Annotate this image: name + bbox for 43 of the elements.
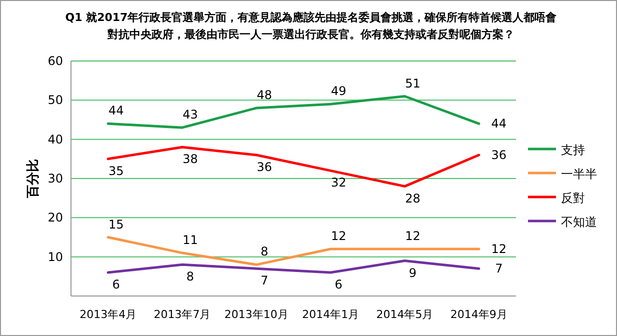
y-tick-label: 30 (48, 172, 63, 186)
y-tick-label: 60 (48, 54, 63, 68)
data-label: 9 (408, 266, 417, 280)
data-label: 36 (256, 160, 272, 174)
data-label: 6 (112, 278, 120, 292)
x-tick-label: 2014年5月 (376, 308, 434, 321)
x-tick-label: 2013年4月 (80, 308, 137, 321)
y-tick-label: 20 (48, 210, 63, 225)
chart-title: Q1 就2017年行政長官選舉方面，有意見認為應該先由提名委員會挑選，確保所有特首候選人都唔會對抗中央政府，最後由市民一人一票選出行政長官。你有幾支持或者反對呢個方案？ (64, 10, 558, 43)
y-tick-label: 10 (48, 250, 63, 264)
y-tick-label: 50 (48, 93, 63, 108)
y-axis-title: 百分比 (26, 159, 41, 199)
legend-label: 一半半 (561, 167, 597, 181)
data-label: 44 (108, 104, 124, 118)
x-tick-label: 2013年7月 (154, 308, 211, 321)
data-label: 44 (491, 116, 507, 131)
data-label: 36 (491, 148, 507, 162)
data-label: 12 (491, 242, 507, 256)
data-label: 51 (405, 76, 420, 90)
legend-label: 不知道 (561, 215, 597, 229)
legend-label: 支持 (561, 143, 585, 157)
data-label: 48 (256, 88, 272, 102)
data-label: 35 (108, 164, 124, 178)
legend-label: 反對 (561, 191, 585, 205)
data-label: 8 (260, 244, 268, 259)
data-label: 6 (334, 278, 342, 292)
data-label: 49 (330, 84, 346, 98)
data-label: 12 (330, 229, 346, 243)
data-label: 32 (330, 176, 346, 190)
data-label: 11 (182, 232, 198, 247)
data-label: 28 (405, 191, 420, 206)
x-tick-label: 2013年10月 (224, 308, 288, 321)
data-label: 12 (405, 229, 420, 243)
data-label: 7 (260, 274, 268, 288)
line-series (106, 146, 480, 188)
data-label: 8 (186, 270, 194, 284)
data-label: 15 (108, 217, 124, 232)
data-label: 38 (182, 152, 198, 166)
x-tick-label: 2014年9月 (450, 308, 508, 321)
data-label: 43 (182, 108, 198, 122)
x-tick-label: 2014年1月 (302, 308, 360, 321)
data-label: 7 (495, 262, 503, 276)
y-tick-label: 40 (48, 132, 63, 146)
